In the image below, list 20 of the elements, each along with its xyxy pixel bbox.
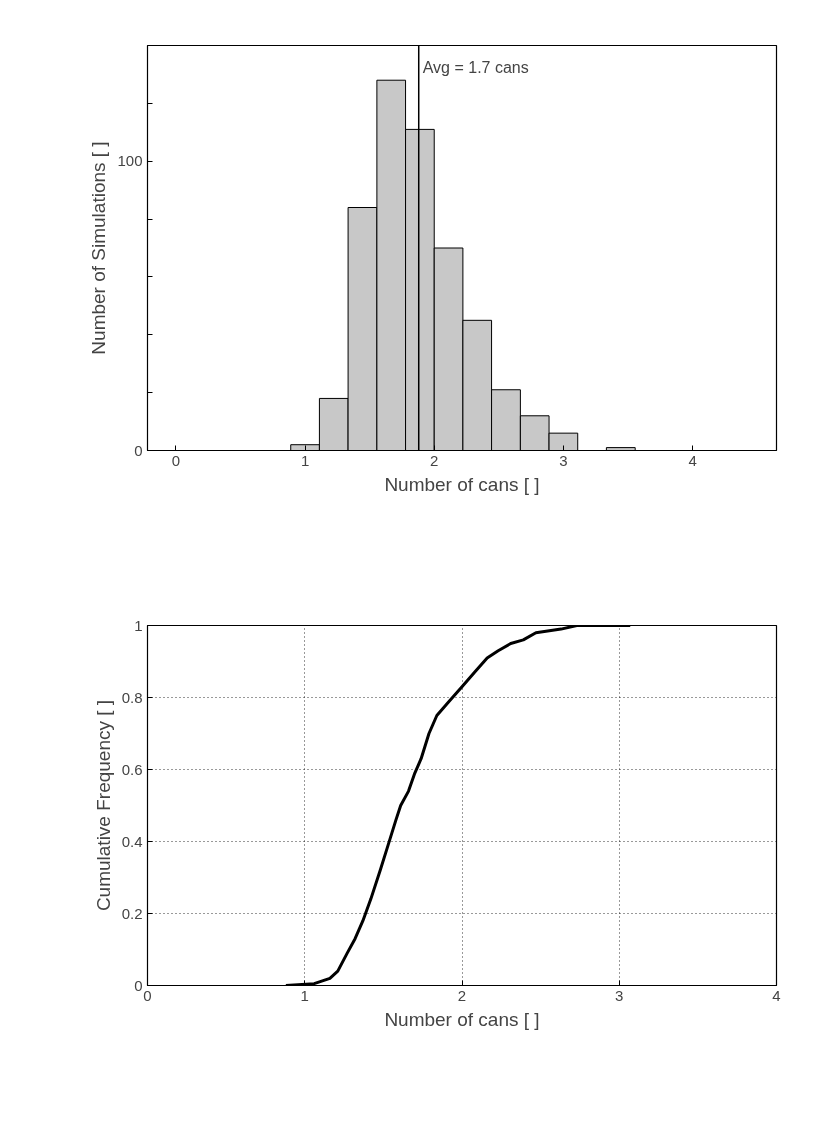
x-tick-label: 3 — [615, 986, 624, 1004]
y-tick-label: 1 — [134, 616, 143, 634]
x-axis-title: Number of cans [ ] — [384, 1008, 540, 1030]
x-tick-label: 4 — [772, 986, 781, 1004]
x-tick-label: 0 — [171, 451, 181, 469]
annotation: Avg = 1.7 cans — [422, 58, 529, 76]
y-tick-label: 0.4 — [121, 832, 143, 850]
y-axis-title: Cumulative Frequency [ ] — [92, 699, 114, 912]
y-tick-label: 0.2 — [121, 904, 143, 922]
x-tick-label: 2 — [457, 986, 467, 1004]
y-tick-label: 0.6 — [121, 760, 143, 778]
x-tick-label: 2 — [430, 451, 439, 469]
y-tick-label: 0.8 — [121, 688, 143, 706]
x-tick-label: 1 — [300, 451, 310, 469]
y-axis-title: Number of Simulations [ ] — [88, 141, 110, 355]
x-axis-title: Number of cans [ ] — [384, 473, 540, 495]
x-tick-label: 4 — [688, 451, 697, 469]
y-tick-label: 100 — [117, 152, 143, 170]
x-tick-label: 1 — [300, 986, 309, 1004]
x-tick-label: 3 — [559, 451, 568, 469]
